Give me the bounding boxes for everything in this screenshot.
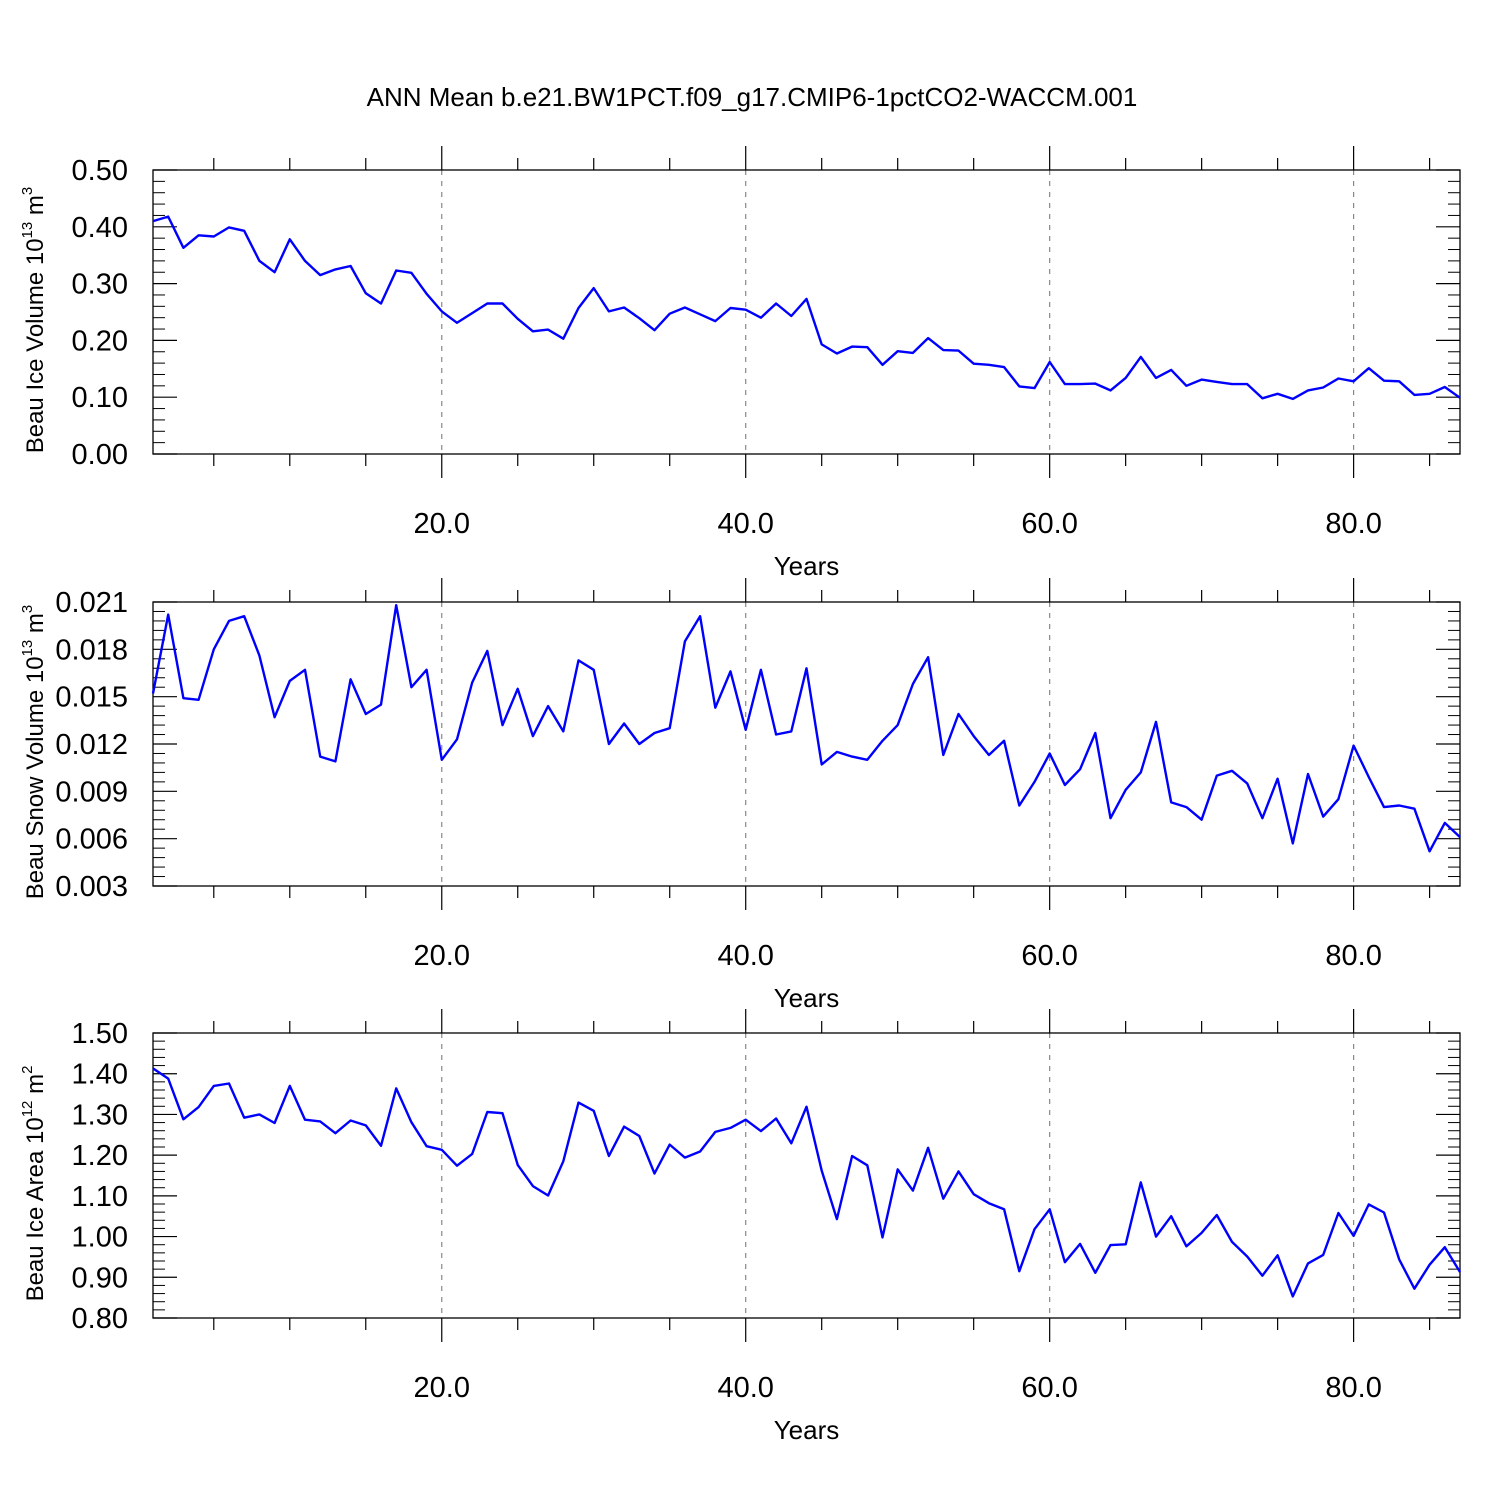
y-tick-label: 0.003 [55,871,128,903]
plot-frame [152,169,1461,455]
y-tick-label: 0.009 [55,776,128,808]
y-tick-label: 1.00 [72,1222,128,1254]
chart-panel: 0.80 0.90 1.00 1.10 1.20 1.30 1.40 1.50 20.0 40.0… [19,1009,1462,1445]
x-tick-label: 80.0 [1325,508,1381,540]
x-tick-label: 80.0 [1325,1372,1381,1404]
y-tick-label: 0.018 [55,634,128,666]
x-tick-label: 20.0 [414,508,470,540]
x-axis-label: Years [774,1415,840,1445]
y-tick-label: 0.00 [72,439,128,471]
y-tick-label: 0.10 [72,382,128,414]
x-tick-label: 60.0 [1021,508,1077,540]
y-tick-label: 0.90 [72,1262,128,1294]
y-tick-label: 0.021 [55,587,128,619]
x-tick-label: 20.0 [414,1372,470,1404]
chart-panel: 0.003 0.006 0.009 0.012 0.015 0.018 0.021 20.0 4… [19,578,1461,1013]
y-tick-label: 0.20 [72,325,128,357]
series-line [151,604,1461,853]
y-tick-label: 1.40 [72,1059,128,1091]
series-line [152,215,1461,401]
y-tick-label: 1.10 [72,1181,128,1213]
y-tick-label: 0.012 [55,729,128,761]
x-tick-label: 60.0 [1021,940,1077,972]
x-tick-label: 20.0 [414,940,470,972]
y-tick-label: 0.40 [72,212,128,244]
x-tick-label: 40.0 [717,940,773,972]
chart-panel: 0.00 0.10 0.20 0.30 0.40 0.50 20.0 40.0 60.0 80.0… [19,146,1461,581]
y-tick-label: 0.30 [72,269,128,301]
x-tick-label: 40.0 [717,1372,773,1404]
y-tick-label: 1.50 [72,1018,128,1050]
y-tick-label: 1.20 [72,1140,128,1172]
x-tick-label: 40.0 [717,508,773,540]
x-tick-label: 80.0 [1325,940,1381,972]
plot-frame [152,1032,1461,1319]
y-axis-label: Beau Ice Area 1012 m2 [19,1066,49,1302]
series-line [152,1067,1462,1298]
y-tick-label: 0.80 [72,1303,128,1335]
y-tick-label: 0.50 [72,155,128,187]
plot-frame [152,601,1461,887]
y-tick-label: 1.30 [72,1099,128,1131]
y-tick-label: 0.006 [55,824,128,856]
y-tick-label: 0.015 [55,682,128,714]
y-axis-label: Beau Ice Volume 1013 m3 [19,187,49,454]
x-axis-label: Years [774,551,840,581]
chart-title: ANN Mean b.e21.BW1PCT.f09_g17.CMIP6-1pct… [367,82,1138,112]
y-axis-label: Beau Snow Volume 1013 m3 [19,605,49,900]
x-tick-label: 60.0 [1021,1372,1077,1404]
x-axis-label: Years [774,983,840,1013]
